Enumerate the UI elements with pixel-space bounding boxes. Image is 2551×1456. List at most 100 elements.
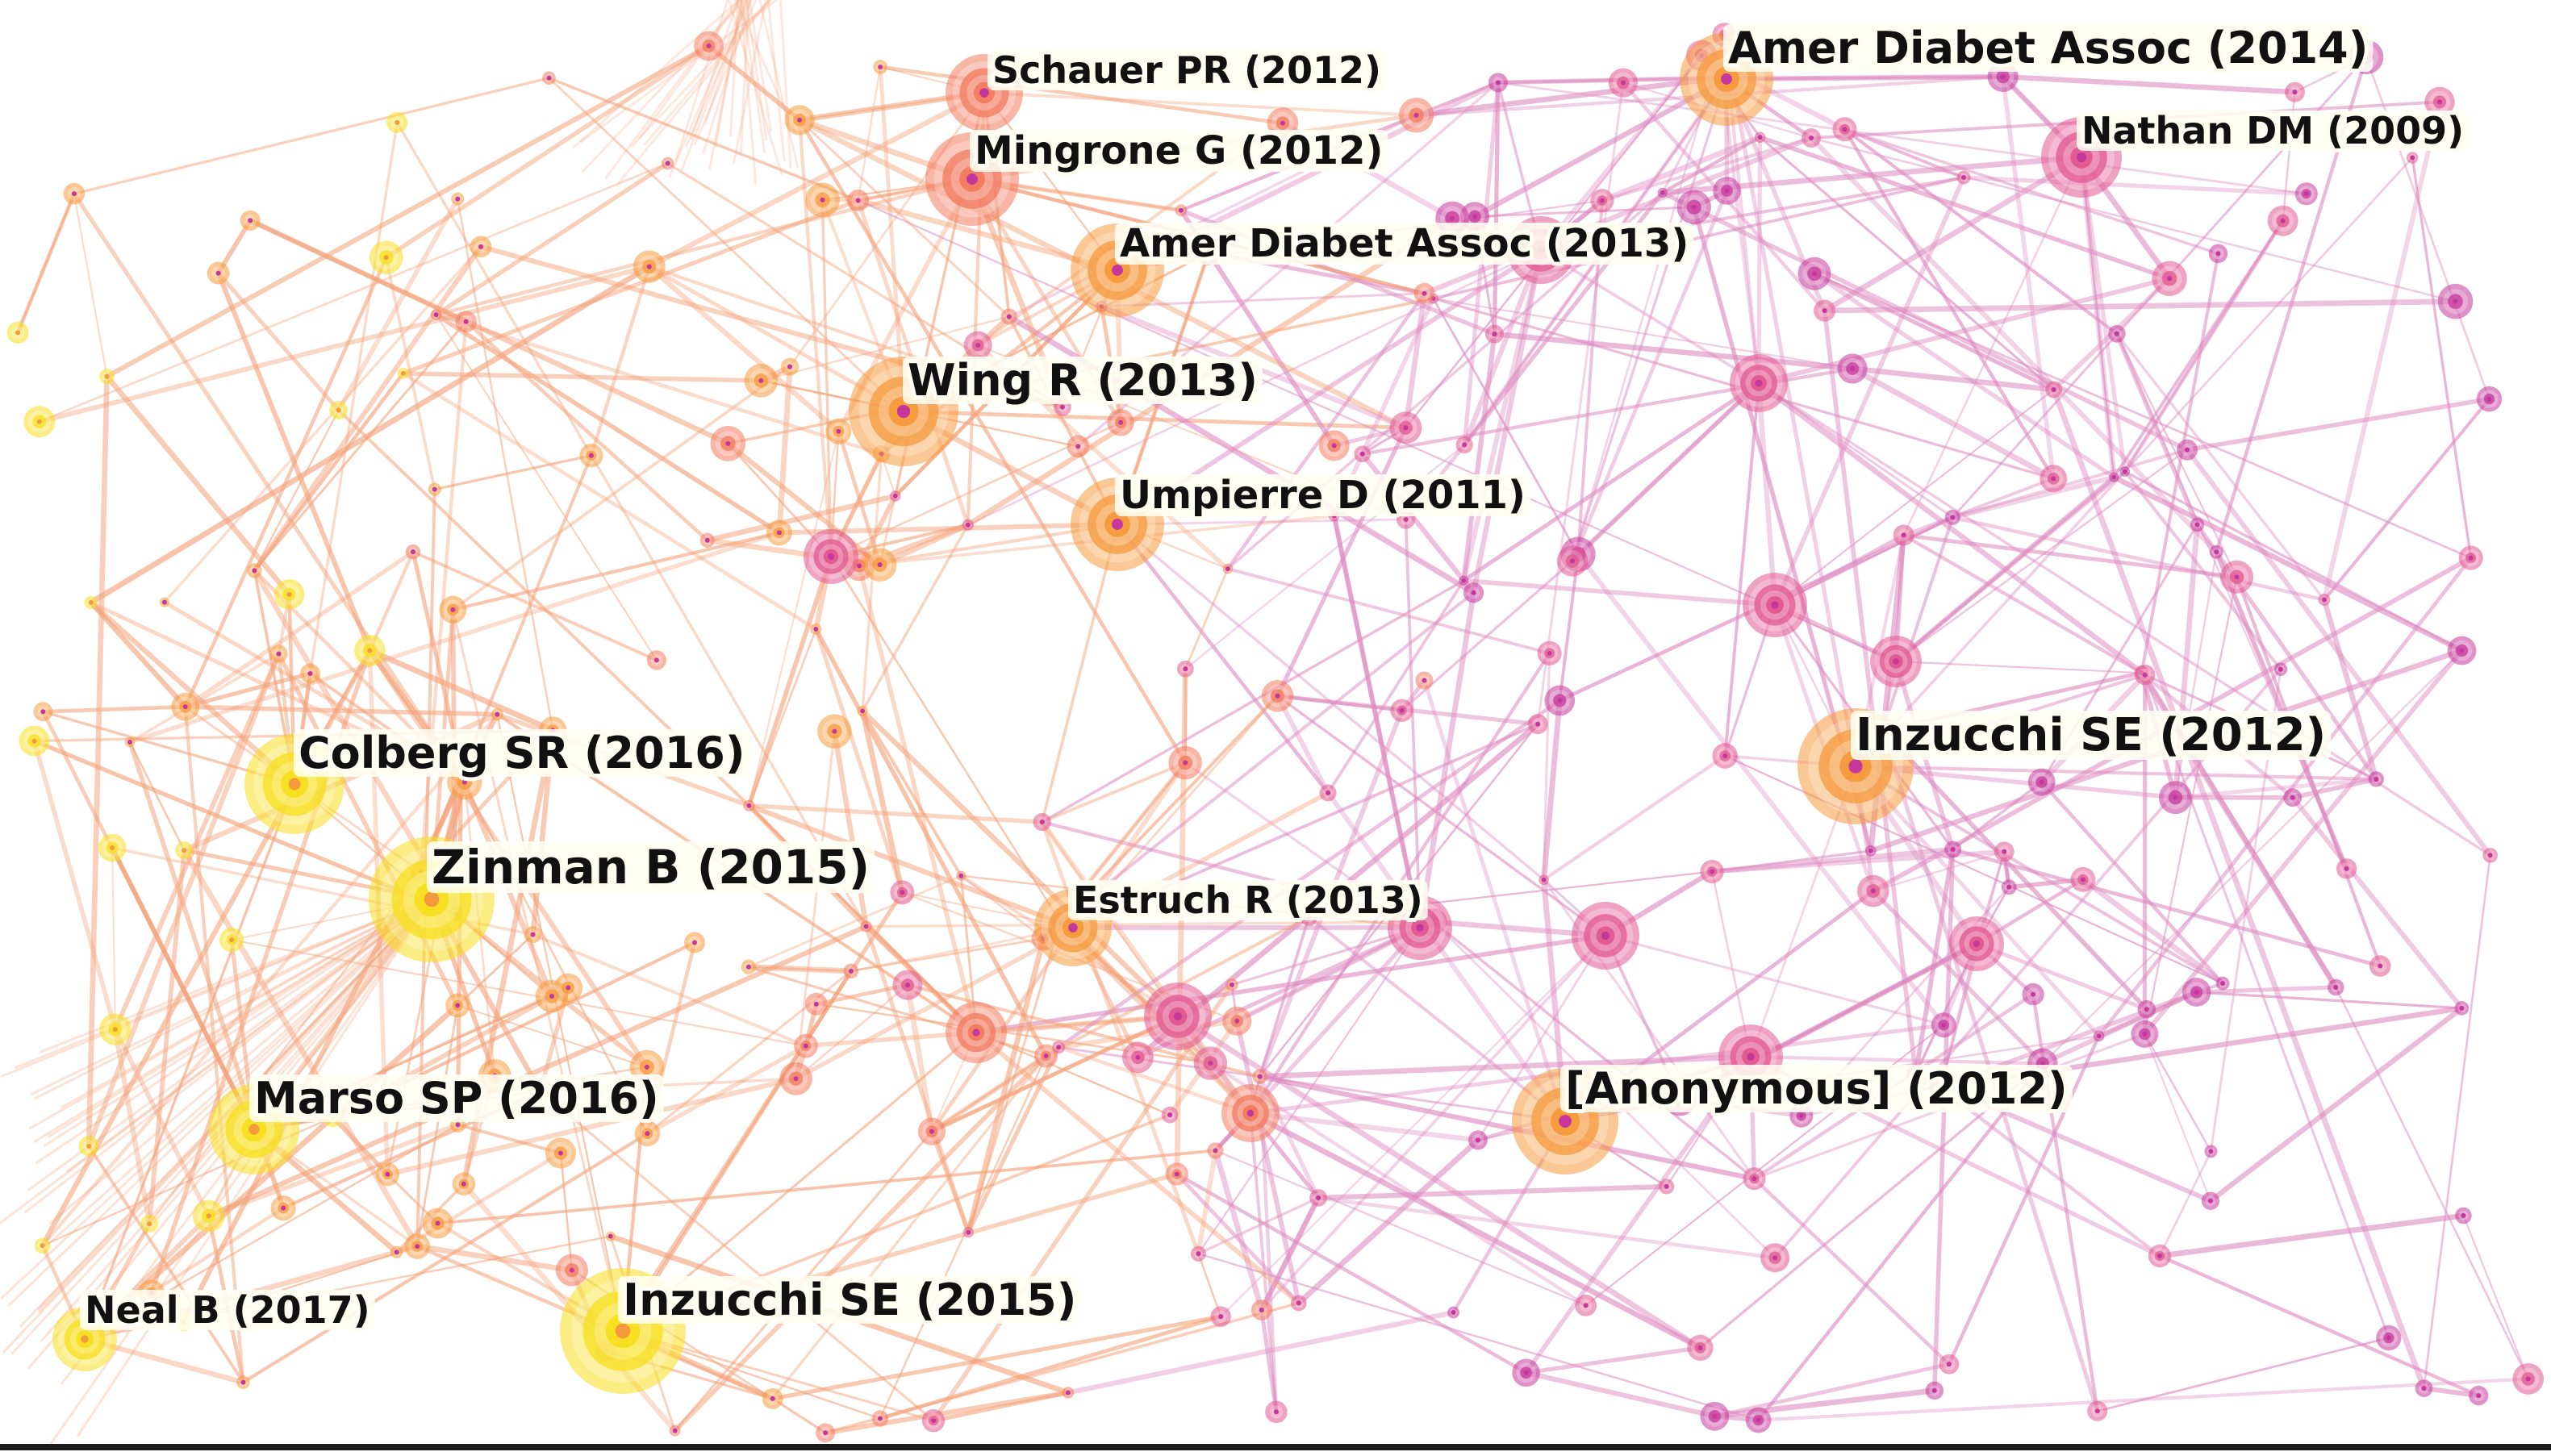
network-node <box>2318 593 2331 607</box>
network-link <box>1057 699 1561 1049</box>
network-node <box>171 692 200 721</box>
network-link <box>457 198 554 731</box>
network-link <box>727 0 783 176</box>
network-node <box>445 993 470 1018</box>
network-link <box>816 982 908 1006</box>
network-link <box>43 704 186 714</box>
network-node <box>1415 671 1434 690</box>
network-link <box>668 0 748 178</box>
network-node <box>1590 189 1614 213</box>
network-link <box>1601 134 1761 203</box>
network-link <box>207 924 867 1219</box>
network-node <box>1527 714 1548 735</box>
network-node <box>1925 1381 1944 1400</box>
network-link <box>1855 764 2377 782</box>
network-link <box>701 0 753 155</box>
network-link <box>1260 934 1607 1312</box>
network-node <box>817 714 852 749</box>
network-node <box>140 1215 159 1233</box>
network-node <box>2190 517 2205 532</box>
network-link <box>2040 781 2224 985</box>
network-link <box>1711 849 2005 874</box>
network-node <box>1190 1245 1206 1262</box>
network-link <box>1275 695 1330 795</box>
network-link <box>795 984 908 1080</box>
network-node <box>19 725 50 757</box>
network-link <box>1116 523 1545 881</box>
network-link <box>1952 448 2188 519</box>
network-node <box>98 833 127 862</box>
network-node <box>240 210 261 231</box>
network-link <box>415 1005 459 1247</box>
network-link <box>44 898 433 1249</box>
network-link <box>1433 176 1964 300</box>
network-link <box>1540 248 1760 385</box>
network-link <box>1976 941 2148 1012</box>
network-node <box>2415 1379 2433 1397</box>
network-node <box>1354 445 1372 463</box>
label-background <box>1115 223 1694 265</box>
network-node <box>873 60 887 74</box>
network-node <box>1994 841 2014 862</box>
network-link <box>1902 477 2054 537</box>
network-link <box>2140 253 2220 674</box>
network-link <box>83 783 296 1340</box>
network-link <box>253 372 405 572</box>
network-link <box>729 0 740 137</box>
network-node <box>2148 1244 2172 1268</box>
network-link <box>47 898 432 1138</box>
network-node <box>699 532 715 548</box>
network-link <box>1939 1086 2161 1258</box>
network-node <box>430 309 442 321</box>
network-node <box>816 1423 836 1443</box>
label-ada-2013: Amer Diabet Assoc (2013) <box>1120 221 1689 266</box>
network-link <box>1175 1172 1527 1375</box>
network-node <box>810 623 822 635</box>
network-node <box>962 519 974 531</box>
network-node <box>247 563 262 578</box>
network-node <box>1870 636 1922 687</box>
network-link <box>1471 249 1544 594</box>
network-link <box>1843 128 2056 480</box>
network-link <box>748 628 817 807</box>
network-link <box>1526 1345 1701 1375</box>
network-node <box>669 1425 681 1437</box>
network-link <box>1661 190 2189 453</box>
network-link <box>1197 927 1421 1254</box>
network-link <box>1042 761 1186 824</box>
network-link <box>1822 155 2083 314</box>
network-link <box>1417 592 1476 928</box>
network-link <box>1317 1183 1667 1201</box>
network-node <box>2273 662 2288 676</box>
network-link <box>1101 292 1425 308</box>
network-node <box>2208 244 2228 264</box>
network-link <box>604 0 741 179</box>
network-link <box>2115 333 2238 578</box>
network-link <box>1756 1062 2044 1421</box>
network-link <box>579 0 779 144</box>
network-link <box>435 312 781 535</box>
network-node <box>2001 879 2017 895</box>
network-link <box>879 1055 1047 1420</box>
network-node <box>2482 847 2498 863</box>
network-link <box>40 713 499 1247</box>
network-link <box>1822 310 1918 1074</box>
network-link <box>748 803 1075 930</box>
network-node <box>2027 768 2056 796</box>
network-node <box>1856 874 1889 907</box>
network-link <box>739 0 758 185</box>
network-link <box>2002 73 2295 95</box>
network-link <box>931 1015 1179 1133</box>
network-link <box>643 0 771 146</box>
network-link <box>1571 78 1728 562</box>
network-link <box>1947 1035 2101 1366</box>
network-link <box>748 0 773 132</box>
network-node <box>2209 544 2223 559</box>
network-link <box>1416 75 1722 119</box>
network-node <box>219 928 244 953</box>
network-node <box>1676 190 1711 225</box>
network-node <box>2215 976 2230 991</box>
network-labels: Schauer PR (2012) Mingrone G (2012) Amer… <box>80 19 2470 1336</box>
network-link <box>745 0 768 142</box>
network-link <box>859 710 905 894</box>
